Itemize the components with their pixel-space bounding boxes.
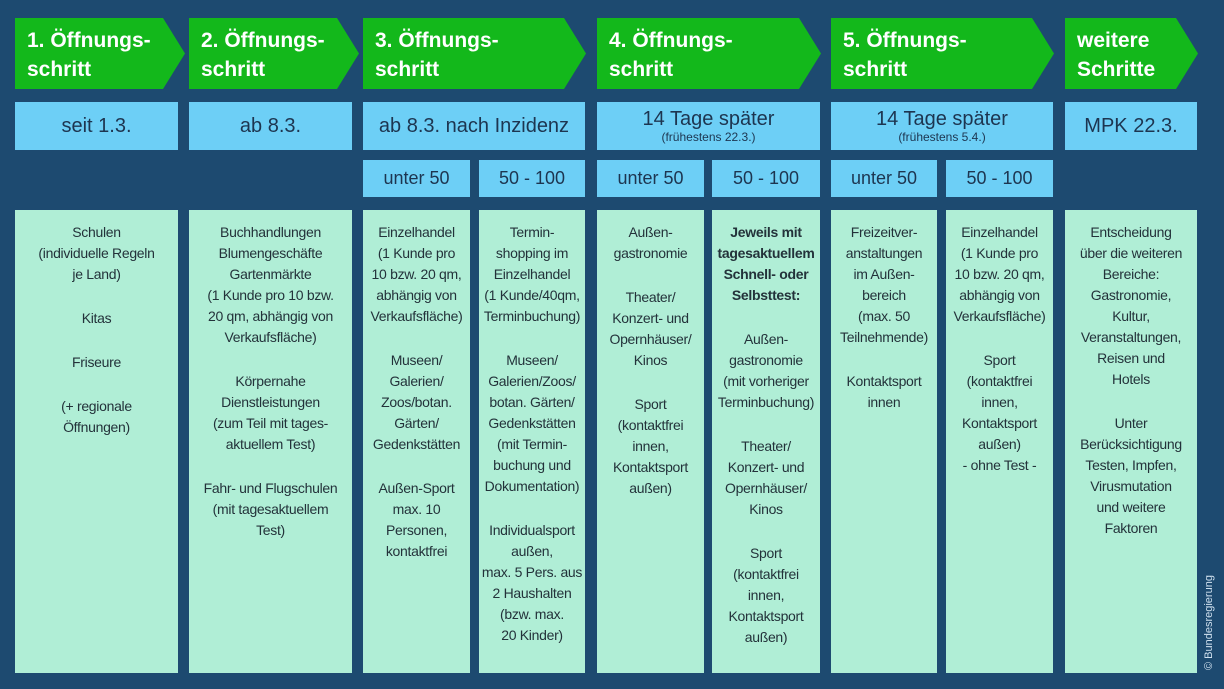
content-item: Sport (kontaktfrei innen, Kontaktsport a… [728, 545, 804, 645]
test-requirement-note: Jeweils mit tagesaktuellem Schnell- oder… [717, 224, 815, 303]
date-label: ab 8.3. [239, 115, 302, 137]
date-note: (frühestens 5.4.) [898, 130, 986, 144]
content-item: Außen- gastronomie (mit vorheriger Termi… [717, 331, 815, 410]
content-item: Außen-Sport max. 10 Personen, kontaktfre… [378, 480, 455, 559]
date-label: seit 1.3. [61, 115, 132, 137]
step-4-low-content: Außen- gastronomie Theater/ Konzert- und … [597, 210, 704, 673]
content-item: Theater/ Konzert- und Opernhäuser/ Kinos [724, 438, 807, 517]
further-steps-date: MPK 22.3. [1065, 102, 1197, 150]
content-item: Theater/ Konzert- und Opernhäuser/ Kinos [609, 289, 692, 368]
step-3-low-content: Einzelhandel (1 Kunde pro 10 bzw. 20 qm,… [363, 210, 470, 673]
date-label: ab 8.3. nach Inzidenz [378, 115, 570, 137]
step-5-incidence-low: unter 50 [831, 160, 937, 197]
content-item: Museen/ Galerien/ Zoos/botan. Gärten/ Ge… [372, 352, 461, 452]
content-item: Unter Berücksichtigung Testen, Impfen, V… [1080, 415, 1182, 536]
content-item: Friseure [72, 354, 121, 370]
step-3-arrow: 3. Öffnungs- schritt [363, 18, 586, 89]
content-item: (+ regionale Öffnungen) [61, 398, 132, 435]
content-item: Kitas [81, 310, 112, 326]
step-4-date: 14 Tage später (frühestens 22.3.) [597, 102, 820, 150]
content-item: Körpernahe Dienstleistungen (zum Teil mi… [212, 373, 329, 452]
content-item: Einzelhandel (1 Kunde pro 10 bzw. 20 qm,… [370, 224, 463, 324]
step-3-incidence-mid: 50 - 100 [479, 160, 585, 197]
step-2-arrow: 2. Öffnungs- schritt [189, 18, 359, 89]
content-item: Buchhandlungen Blumengeschäfte Gartenmär… [207, 224, 334, 345]
content-item: Außen- gastronomie [613, 224, 688, 261]
content-item: Schulen (individuelle Regeln je Land) [38, 224, 155, 282]
step-4-incidence-low: unter 50 [597, 160, 704, 197]
step-1-date: seit 1.3. [15, 102, 178, 150]
step-4-mid-items: Außen- gastronomie (mit vorheriger Termi… [714, 329, 818, 648]
content-item: Museen/ Galerien/Zoos/ botan. Gärten/ Ge… [484, 352, 580, 494]
step-2-content: Buchhandlungen Blumengeschäfte Gartenmär… [189, 210, 352, 673]
step-5-low-content: Freizeitver- anstaltungen im Außen- bere… [831, 210, 937, 673]
date-label: 14 Tage später [876, 108, 1008, 130]
step-5-date: 14 Tage später (frühestens 5.4.) [831, 102, 1053, 150]
further-steps-arrow: weitere Schritte [1065, 18, 1198, 89]
content-item: Entscheidung über die weiteren Bereiche:… [1079, 224, 1183, 387]
step-3-incidence-low: unter 50 [363, 160, 470, 197]
date-note: (frühestens 22.3.) [661, 130, 756, 144]
content-item: Termin- shopping im Einzelhandel (1 Kund… [483, 224, 581, 324]
step-3-mid-content: Termin- shopping im Einzelhandel (1 Kund… [479, 210, 585, 673]
date-label: MPK 22.3. [1084, 115, 1178, 137]
step-4-arrow: 4. Öffnungs- schritt [597, 18, 821, 89]
step-5-mid-content: Einzelhandel (1 Kunde pro 10 bzw. 20 qm,… [946, 210, 1053, 673]
further-steps-content: Entscheidung über die weiteren Bereiche:… [1065, 210, 1197, 673]
step-5-incidence-mid: 50 - 100 [946, 160, 1053, 197]
content-item: Sport (kontaktfrei innen, Kontaktsport a… [962, 352, 1037, 473]
step-4-mid-content: Jeweils mit tagesaktuellem Schnell- oder… [712, 210, 820, 673]
step-3-date: ab 8.3. nach Inzidenz [363, 102, 585, 150]
content-item: Fahr- und Flugschulen (mit tagesaktuelle… [203, 480, 338, 538]
step-1-content: Schulen (individuelle Regeln je Land) Kit… [15, 210, 178, 673]
step-2-date: ab 8.3. [189, 102, 352, 150]
content-item: Kontaktsport innen [846, 373, 922, 410]
copyright: © Bundesregierung [1203, 575, 1215, 670]
date-label: 14 Tage später [642, 108, 775, 130]
content-item: Individualsport außen, max. 5 Pers. aus … [481, 522, 583, 643]
content-item: Freizeitver- anstaltungen im Außen- bere… [840, 224, 928, 345]
content-item: Einzelhandel (1 Kunde pro 10 bzw. 20 qm,… [953, 224, 1046, 324]
step-1-arrow: 1. Öffnungs- schritt [15, 18, 185, 89]
step-5-arrow: 5. Öffnungs- schritt [831, 18, 1054, 89]
content-item: Sport (kontaktfrei innen, Kontaktsport a… [613, 396, 688, 496]
step-4-incidence-mid: 50 - 100 [712, 160, 820, 197]
